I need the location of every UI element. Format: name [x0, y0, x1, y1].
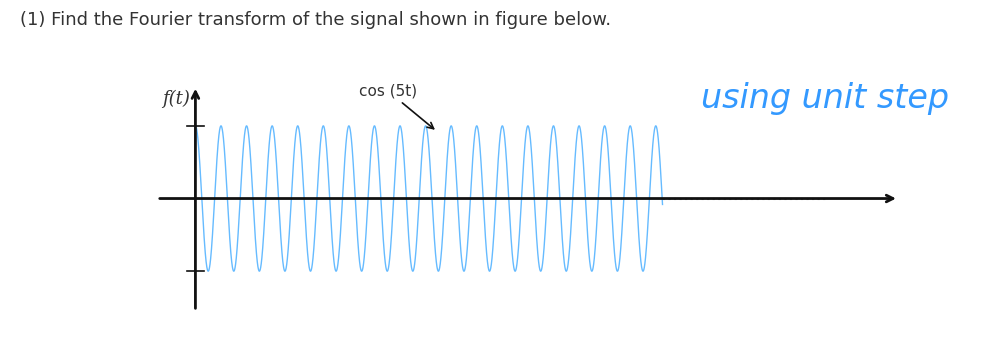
Text: cos (5t): cos (5t): [359, 83, 433, 129]
Text: using unit step: using unit step: [701, 82, 949, 115]
Text: f(t): f(t): [162, 90, 190, 108]
Text: (1) Find the Fourier transform of the signal shown in figure below.: (1) Find the Fourier transform of the si…: [20, 11, 611, 29]
